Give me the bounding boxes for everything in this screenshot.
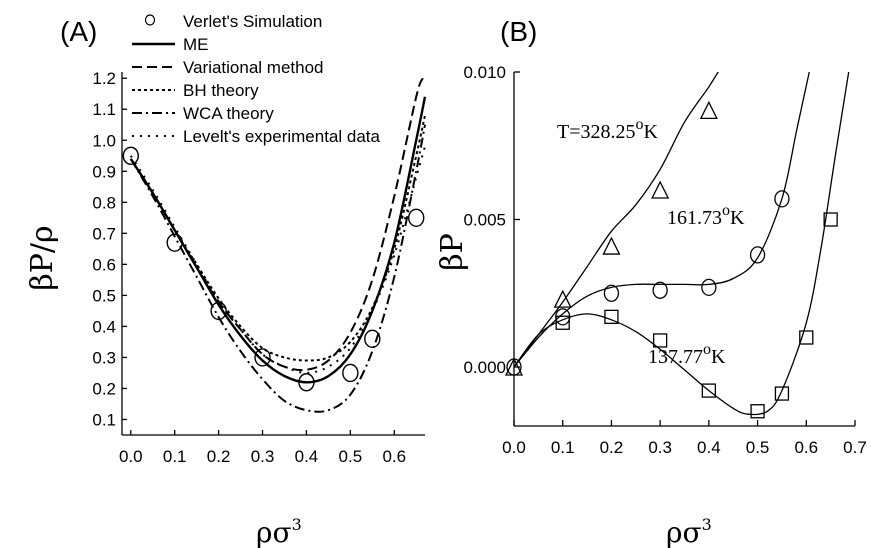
data-point-triangle xyxy=(651,180,670,199)
series-line-dashdot xyxy=(129,124,426,413)
x-axis-label-superscript: 3 xyxy=(292,515,302,534)
data-point-circle xyxy=(506,358,522,376)
legend-label: Verlet's Simulation xyxy=(183,12,322,31)
data-point-circle xyxy=(652,281,668,299)
temperature-degree-sign: o xyxy=(703,341,711,358)
legend-label: ME xyxy=(183,35,209,54)
legend-label: BH theory xyxy=(183,81,259,100)
legend-label: Variational method xyxy=(183,58,324,77)
panel-b-chart: 0.000 0.005 0.010 0.0 0.1 0.2 0.3 0.4 0.5 0.6 0.7 (… xyxy=(435,16,867,548)
series-line-sparse-dotted xyxy=(129,146,426,374)
legend-label: WCA theory xyxy=(183,104,274,123)
x-tick-label: 0.0 xyxy=(119,447,143,466)
data-point-circle xyxy=(342,363,359,383)
temperature-unit: K xyxy=(711,346,726,368)
temperature-degree-sign: o xyxy=(636,116,644,133)
data-point-square xyxy=(774,386,790,401)
data-point-circle xyxy=(210,301,227,321)
y-tick-label: 0.8 xyxy=(92,193,116,212)
data-point-square xyxy=(750,404,765,419)
x-tick-label: 0.3 xyxy=(251,447,275,466)
y-tick-label: 0.6 xyxy=(92,255,116,274)
data-point-square xyxy=(652,333,668,348)
y-tick-label: 0.000 xyxy=(463,358,506,377)
y-tick-label: 0.010 xyxy=(463,63,506,82)
x-axis-label-superscript: 3 xyxy=(702,515,712,534)
data-point-circle xyxy=(603,284,620,302)
data-point-circle xyxy=(749,246,766,264)
temperature-annotation: 137.77oK xyxy=(648,341,726,368)
x-tick-label: 0.5 xyxy=(339,447,363,466)
data-point-square xyxy=(701,383,717,398)
x-tick-label: 0.4 xyxy=(295,447,319,466)
y-tick-label: 0.9 xyxy=(92,162,116,181)
panel-label: (A) xyxy=(60,16,97,47)
data-point-circle xyxy=(408,208,425,228)
y-tick-label: 0.2 xyxy=(92,379,116,398)
y-tick-label: 0.7 xyxy=(92,224,116,243)
data-point-circle xyxy=(701,278,717,297)
panel-a-chart: 0.10.20.30.40.50.60.70.80.91.01.11.20.0 0… xyxy=(25,12,427,548)
data-point-square xyxy=(823,212,838,227)
data-point-circle xyxy=(298,373,315,392)
y-tick-label: 0.4 xyxy=(92,317,116,336)
x-tick-label: 0.5 xyxy=(746,438,770,457)
y-tick-label: 0.005 xyxy=(463,211,506,230)
data-point-square xyxy=(555,315,570,330)
x-tick-label: 0.1 xyxy=(163,447,187,466)
temperature-degree-sign: o xyxy=(722,202,730,219)
x-tick-label: 0.0 xyxy=(502,438,526,457)
fit-curve xyxy=(514,72,810,368)
data-point-circle xyxy=(774,190,790,208)
series-line-dashed xyxy=(129,77,424,372)
x-tick-label: 0.7 xyxy=(843,438,867,457)
data-point-circle xyxy=(166,233,183,252)
series-line-dotted xyxy=(129,115,426,362)
x-tick-label: 0.3 xyxy=(648,438,672,457)
x-tick-label: 0.1 xyxy=(551,438,575,457)
temperature-annotation: 161.73oK xyxy=(667,202,745,229)
x-tick-label: 0.2 xyxy=(600,438,624,457)
x-tick-label: 0.4 xyxy=(697,438,721,457)
x-tick-label: 0.6 xyxy=(794,438,818,457)
y-tick-label: 1.2 xyxy=(92,69,116,88)
y-tick-label: 1.0 xyxy=(92,131,116,150)
y-tick-label: 0.3 xyxy=(92,348,116,367)
data-point-circle xyxy=(122,146,139,165)
y-tick-label: 0.1 xyxy=(92,410,116,429)
y-axis-label: βP xyxy=(435,233,470,271)
y-tick-label: 0.5 xyxy=(92,286,116,305)
data-point-triangle xyxy=(553,289,572,308)
data-point-triangle xyxy=(602,236,621,255)
data-point-circle xyxy=(254,348,271,367)
panel-label: (B) xyxy=(500,16,537,47)
fit-curve xyxy=(514,72,719,368)
y-axis-label: βP/ρ xyxy=(25,225,60,290)
x-axis-label: ρσ3 xyxy=(256,515,302,548)
legend-label: Levelt's experimental data xyxy=(183,127,381,146)
legend-marker-circle xyxy=(144,14,156,26)
temperature-unit: K xyxy=(730,207,745,229)
x-axis-label: ρσ3 xyxy=(666,515,712,548)
y-tick-label: 1.1 xyxy=(92,100,116,119)
data-point-circle xyxy=(364,329,381,349)
data-point-square xyxy=(799,330,814,345)
x-tick-label: 0.2 xyxy=(207,447,231,466)
temperature-annotation: T=328.25oK xyxy=(557,116,659,143)
data-point-square xyxy=(604,309,619,325)
temperature-unit: K xyxy=(644,121,659,143)
x-tick-label: 0.6 xyxy=(382,447,406,466)
data-point-triangle xyxy=(699,100,718,119)
